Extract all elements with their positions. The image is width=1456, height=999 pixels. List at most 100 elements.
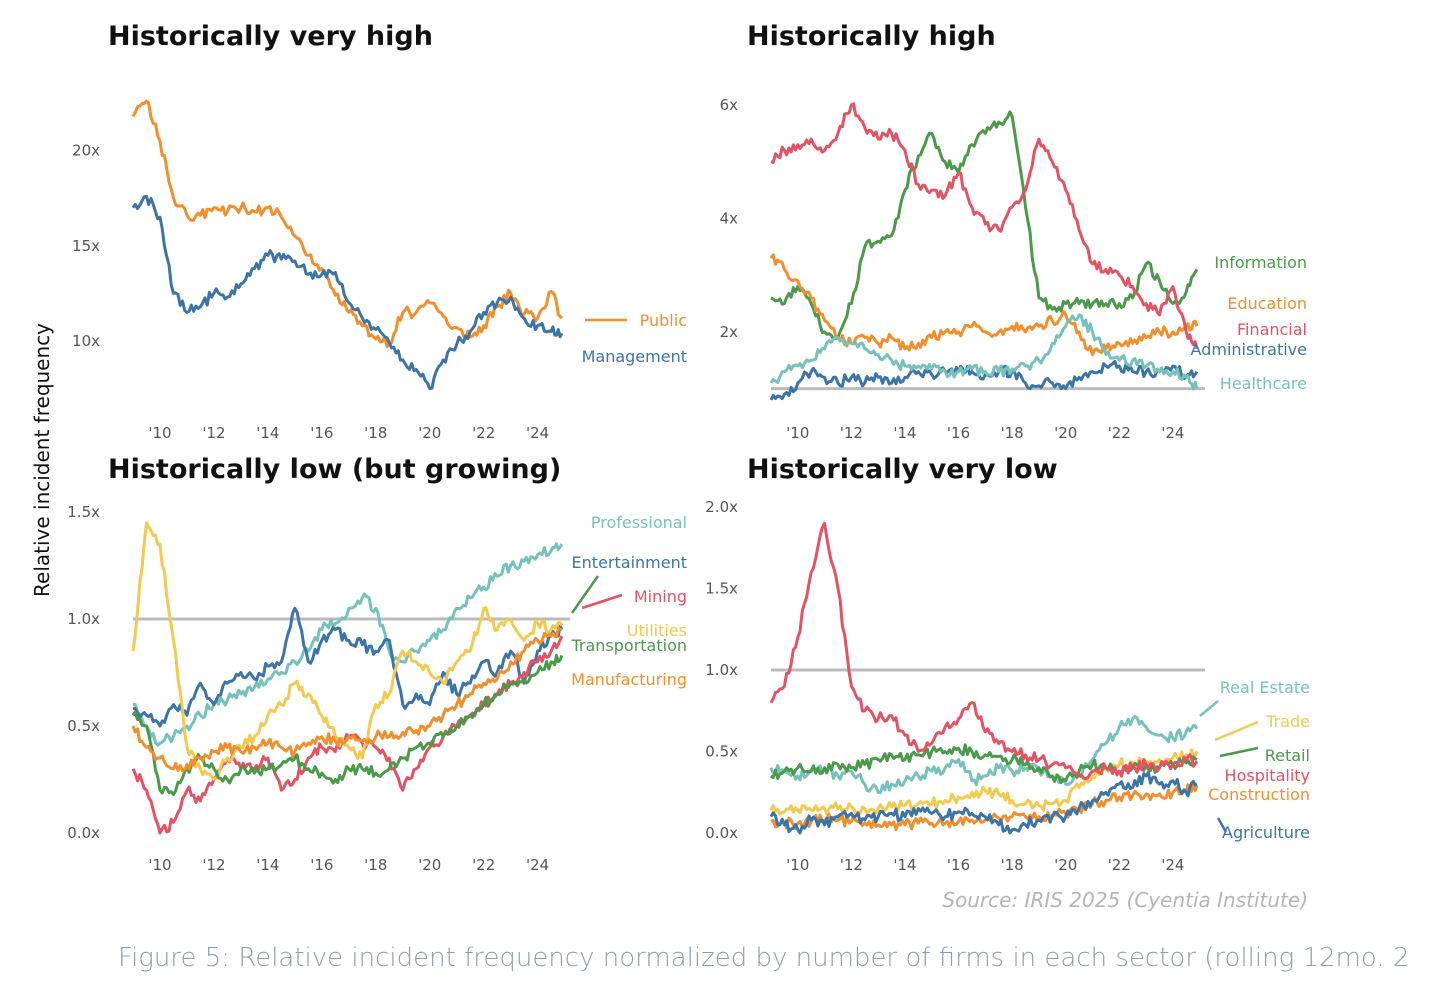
x-tick-label: '22 [472,856,495,874]
x-tick-label: '12 [202,856,225,874]
series-label-information: Information [1214,253,1307,272]
series-line-construction [770,782,1199,832]
y-tick-label: 0.5x [67,717,100,735]
x-tick-label: '14 [256,856,279,874]
y-tick-label: 10x [72,332,100,350]
x-tick-label: '22 [472,424,495,442]
leader-line-real-estate [1199,700,1219,717]
panel-title: Historically high [747,21,996,52]
series-line-utilities [131,521,564,781]
x-tick-label: '10 [786,856,809,874]
series-line-hospitality [769,521,1199,781]
series-line-real-estate [769,714,1199,795]
series-line-entertainment [132,606,564,728]
series-line-management [131,194,564,390]
x-tick-label: '10 [148,424,171,442]
series-label-financial: Financial [1237,320,1307,339]
series-label-transportation: Transportation [570,636,687,655]
series-line-professional [132,542,564,747]
y-tick-label: 0.5x [705,743,738,761]
x-tick-label: '14 [256,424,279,442]
source-note: Source: IRIS 2025 (Cyentia Institute) [942,888,1308,912]
x-tick-label: '24 [526,856,549,874]
y-tick-label: 1.0x [67,610,100,628]
x-tick-label: '12 [840,856,863,874]
series-line-information [770,110,1199,341]
series-label-education: Education [1227,294,1307,313]
series-line-public [131,99,563,349]
y-tick-label: 0.0x [705,824,738,842]
x-tick-label: '16 [310,424,333,442]
x-tick-label: '24 [526,424,549,442]
x-tick-label: '14 [893,856,916,874]
y-tick-label: 15x [72,237,100,255]
y-tick-label: 4x [720,209,739,227]
y-tick-label: 2.0x [705,498,738,516]
x-tick-label: '20 [1054,856,1077,874]
series-label-administrative: Administrative [1191,340,1307,359]
x-tick-label: '12 [202,424,225,442]
series-label-real-estate: Real Estate [1220,678,1310,697]
leader-line-mining [581,593,623,610]
series-label-utilities: Utilities [627,621,687,640]
panel-title: Historically low (but growing) [108,454,561,485]
y-tick-label: 1.0x [705,661,738,679]
x-tick-label: '18 [364,424,387,442]
y-tick-label: 2x [720,323,739,341]
series-label-healthcare: Healthcare [1220,374,1307,393]
x-tick-label: '20 [1054,424,1077,442]
series-label-mining: Mining [634,587,687,606]
x-tick-label: '20 [418,424,441,442]
y-tick-label: 1.5x [705,580,738,598]
y-tick-label: 1.5x [67,503,100,521]
y-tick-label: 0.0x [67,824,100,842]
y-axis-label: Relative incident frequency [30,323,54,597]
series-line-transportation [131,653,564,796]
figure-caption: Figure 5: Relative incident frequency no… [118,943,1408,973]
x-tick-label: '10 [148,856,171,874]
leader-line-retail [1219,746,1259,758]
x-tick-label: '16 [947,856,970,874]
panel-historically-low-but-growing: Historically low (but growing) 0.0x 0.5x 1… [67,454,687,874]
series-line-administrative [769,359,1199,401]
series-line-mining [131,635,564,835]
x-tick-label: '12 [840,424,863,442]
series-line-financial [770,102,1199,350]
series-label-entertainment: Entertainment [572,553,687,572]
series-label-hospitality: Hospitality [1225,766,1310,785]
series-line-agriculture [769,771,1198,835]
panel-historically-high: Historically high 2x 4x 6x '10 '12 '14 '16 '18 '… [720,21,1307,442]
x-tick-label: '16 [310,856,333,874]
x-tick-label: '18 [1001,424,1024,442]
x-tick-label: '24 [1161,424,1184,442]
leader-line-agriculture [1216,817,1228,833]
series-label-public: Public [640,311,687,330]
leader-line-trade [1214,720,1259,742]
x-tick-label: '22 [1108,856,1131,874]
series-label-manufacturing: Manufacturing [571,670,687,689]
x-tick-label: '20 [418,856,441,874]
y-tick-label: 20x [72,142,100,160]
series-label-trade: Trade [1265,712,1310,731]
x-tick-label: '14 [893,424,916,442]
series-label-retail: Retail [1265,746,1310,765]
series-label-professional: Professional [591,513,687,532]
panel-title: Historically very low [747,454,1058,485]
series-label-construction: Construction [1208,785,1310,804]
panel-title: Historically very high [108,21,433,52]
x-tick-label: '24 [1161,856,1184,874]
x-tick-label: '22 [1108,424,1131,442]
x-tick-label: '16 [947,424,970,442]
x-tick-label: '10 [786,424,809,442]
panel-historically-very-high: Historically very high 10x 15x 20x '10 '12 '1… [72,21,687,442]
leader-line-transportation [570,575,600,614]
series-label-agriculture: Agriculture [1222,823,1310,842]
y-tick-label: 6x [720,96,739,114]
series-label-management: Management [582,347,687,366]
series-line-healthcare [769,313,1199,391]
x-tick-label: '18 [364,856,387,874]
series-line-manufacturing [131,626,563,773]
series-line-education [769,253,1199,357]
panel-historically-very-low: Historically very low 0.0x 0.5x 1.0x 1.5x 2.… [705,454,1310,874]
